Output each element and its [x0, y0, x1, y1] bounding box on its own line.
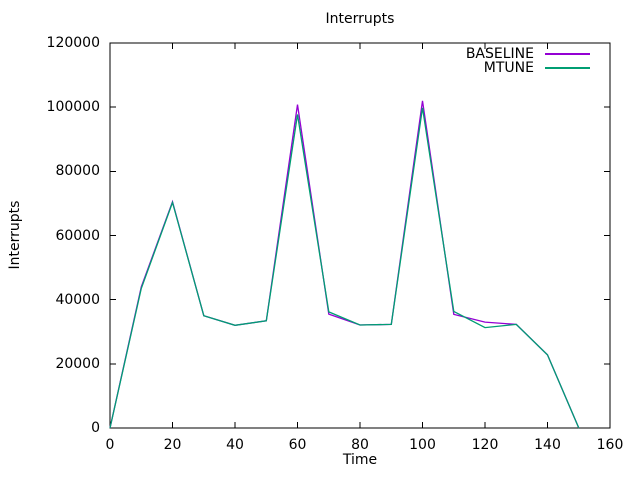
x-tick-label: 40: [226, 437, 244, 453]
y-tick-label: 100000: [46, 99, 100, 116]
x-tick-label: 140: [534, 437, 561, 453]
y-tick-label: 80000: [55, 163, 100, 180]
x-tick-label: 80: [351, 437, 369, 453]
axes-frame: [109, 42, 611, 429]
x-tick-label: 160: [596, 437, 624, 453]
y-tick-label: 120000: [46, 35, 100, 51]
series-line-baseline: [109, 100, 580, 429]
y-tick-label: 20000: [55, 355, 100, 372]
y-tick-label: 0: [91, 420, 100, 436]
x-tick-label: 100: [409, 437, 436, 453]
x-tick-label: 0: [105, 437, 115, 453]
legend-label-mtune: MTUNE: [483, 60, 534, 76]
chart-title: Interrupts: [325, 11, 395, 27]
y-tick-label: 60000: [55, 227, 100, 244]
legend-entry-baseline: BASELINE: [466, 47, 590, 61]
legend-entry-mtune: MTUNE: [484, 61, 590, 75]
legend: BASELINE MTUNE: [466, 47, 590, 75]
legend-line-baseline-icon: [545, 53, 590, 55]
x-tick-label: 120: [471, 437, 499, 453]
x-tick-label: 20: [163, 437, 182, 453]
legend-label-baseline: BASELINE: [465, 46, 534, 62]
legend-line-mtune-icon: [545, 67, 590, 69]
x-tick-label: 60: [288, 437, 307, 453]
y-tick-label: 40000: [55, 291, 100, 308]
x-axis-label: Time: [342, 452, 378, 468]
series-line-mtune: [109, 107, 580, 429]
